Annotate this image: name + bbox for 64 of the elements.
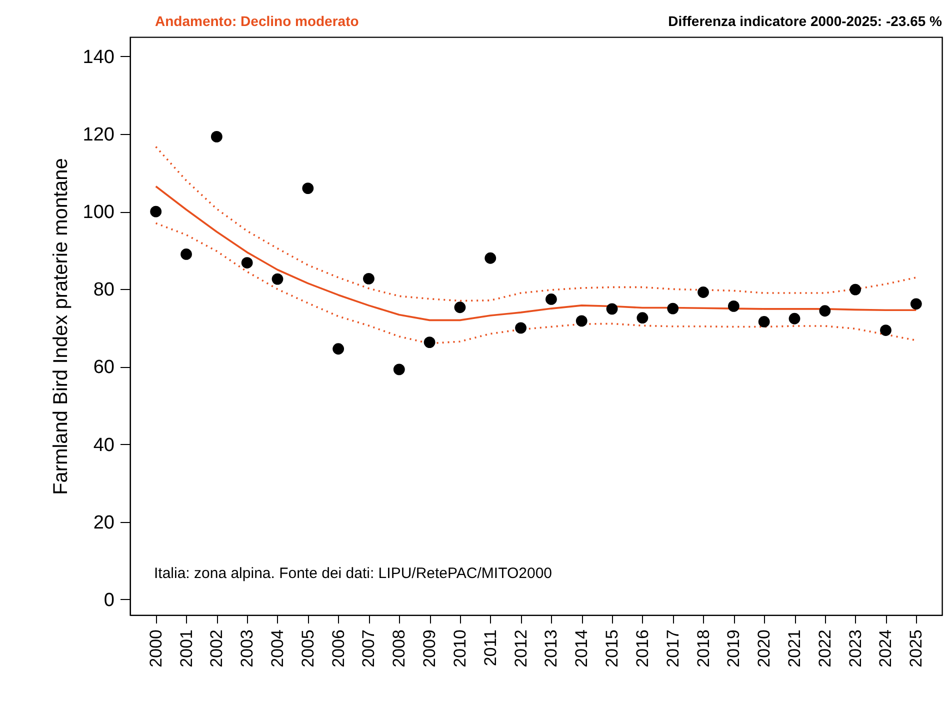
x-tick-label: 2001 xyxy=(176,630,196,668)
y-tick-label: 120 xyxy=(82,124,114,146)
point xyxy=(667,302,679,314)
x-tick-label: 2013 xyxy=(542,630,561,668)
y-tick-label: 140 xyxy=(82,46,114,68)
point xyxy=(636,312,648,324)
point xyxy=(515,322,526,334)
point xyxy=(546,294,557,305)
x-tick-label: 2018 xyxy=(694,630,713,668)
point xyxy=(819,305,831,317)
x-tick-label: 2019 xyxy=(724,630,744,668)
y-tick-label: 20 xyxy=(93,512,114,534)
x-tick-label: 2017 xyxy=(663,630,682,668)
y-tick-label: 80 xyxy=(93,280,114,301)
point xyxy=(698,286,709,298)
point xyxy=(850,284,862,296)
x-tick-label: 2024 xyxy=(876,630,896,668)
chart-subtitle: Differenza indicatore 2000-2025: -23.65 % xyxy=(668,13,943,29)
y-tick-label: 100 xyxy=(82,202,114,224)
point xyxy=(484,252,496,264)
chart-title: Andamento: Declino moderato xyxy=(155,13,359,29)
point xyxy=(910,298,922,310)
point xyxy=(210,131,222,142)
x-tick-label: 2008 xyxy=(390,630,409,668)
x-tick-label: 2020 xyxy=(754,630,774,668)
x-tick-label: 2009 xyxy=(420,630,440,668)
x-tick-label: 2022 xyxy=(815,630,834,668)
x-tick-label: 2015 xyxy=(602,630,622,668)
point xyxy=(788,312,800,324)
point xyxy=(606,303,618,315)
point xyxy=(302,182,314,194)
x-tick-label: 2004 xyxy=(268,630,287,668)
point xyxy=(424,336,436,348)
annotation: Italia: zona alpina. Fonte dei dati: LIPU/RetePAC/MITO2000 xyxy=(154,565,552,582)
point xyxy=(880,324,892,336)
point xyxy=(150,206,162,218)
point xyxy=(454,302,466,314)
point xyxy=(332,343,344,355)
x-tick-label: 2016 xyxy=(632,630,652,668)
x-tick-label: 2012 xyxy=(511,630,530,668)
x-tick-label: 2000 xyxy=(146,630,166,668)
point xyxy=(728,300,740,312)
y-tick-label: 60 xyxy=(93,357,114,378)
x-tick-label: 2007 xyxy=(359,630,378,668)
y-tick-label: 0 xyxy=(104,590,114,611)
x-tick-label: 2006 xyxy=(328,630,348,668)
x-tick-label: 2002 xyxy=(207,630,226,668)
x-tick-label: 2010 xyxy=(450,630,470,668)
x-tick-label: 2005 xyxy=(298,630,318,668)
x-tick-label: 2011 xyxy=(480,630,500,666)
x-tick-label: 2023 xyxy=(846,630,865,668)
x-tick-label: 2021 xyxy=(785,630,804,668)
point xyxy=(272,273,284,285)
point xyxy=(576,315,588,327)
y-tick-label: 40 xyxy=(93,434,114,456)
point xyxy=(241,257,253,268)
x-tick-label: 2014 xyxy=(572,630,592,668)
point xyxy=(758,316,770,328)
x-tick-label: 2003 xyxy=(238,630,257,668)
point xyxy=(363,272,374,284)
point xyxy=(393,364,405,376)
point xyxy=(180,248,192,260)
y-axis-title: Farmland Bird Index praterie montane xyxy=(50,158,72,495)
x-tick-label: 2025 xyxy=(906,630,926,668)
